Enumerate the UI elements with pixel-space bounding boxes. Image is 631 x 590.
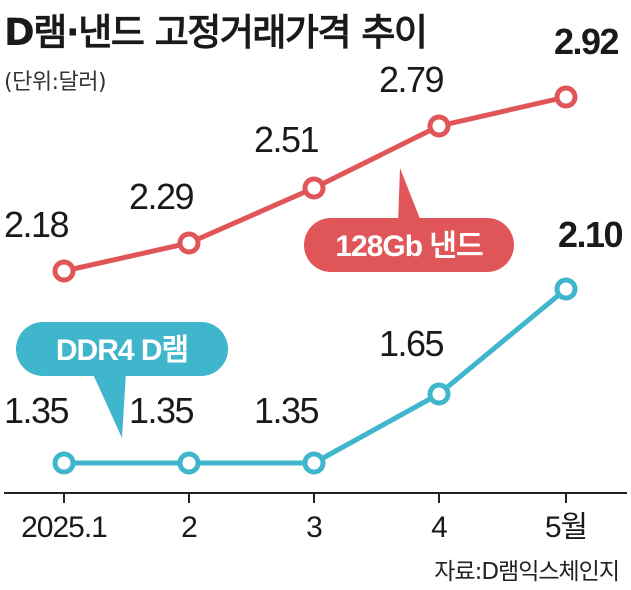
x-tick-label: 3 (306, 511, 322, 544)
legend-label-nand: 128Gb 낸드 (335, 230, 483, 263)
data-label: 1.35 (254, 390, 319, 431)
data-point (55, 262, 73, 280)
data-point (305, 454, 323, 472)
data-label: 2.29 (129, 176, 194, 217)
data-label: 1.35 (129, 390, 194, 431)
legend-badge-nand: 128Gb 낸드 (304, 168, 514, 272)
data-point (557, 280, 575, 298)
data-point (305, 179, 323, 197)
data-label: 2.92 (554, 21, 619, 62)
data-point (430, 117, 448, 135)
data-label: 2.51 (254, 119, 319, 160)
data-point (430, 385, 448, 403)
source-note: 자료:D램익스체인지 (434, 552, 619, 586)
data-point (180, 234, 198, 252)
x-tick-label: 4 (431, 511, 447, 544)
data-point (557, 88, 575, 106)
x-tick-label: 2025.1 (21, 511, 107, 544)
data-label: 1.65 (379, 323, 444, 364)
data-label: 1.35 (4, 390, 69, 431)
data-label: 2.79 (379, 59, 444, 100)
data-point (180, 454, 198, 472)
legend-label-dram: DDR4 D램 (56, 334, 188, 367)
data-label: 2.18 (4, 204, 69, 245)
data-point (55, 454, 73, 472)
x-tick-label: 2 (181, 511, 197, 544)
data-label: 2.10 (558, 214, 623, 255)
x-tick-label: 5월 (545, 511, 587, 544)
